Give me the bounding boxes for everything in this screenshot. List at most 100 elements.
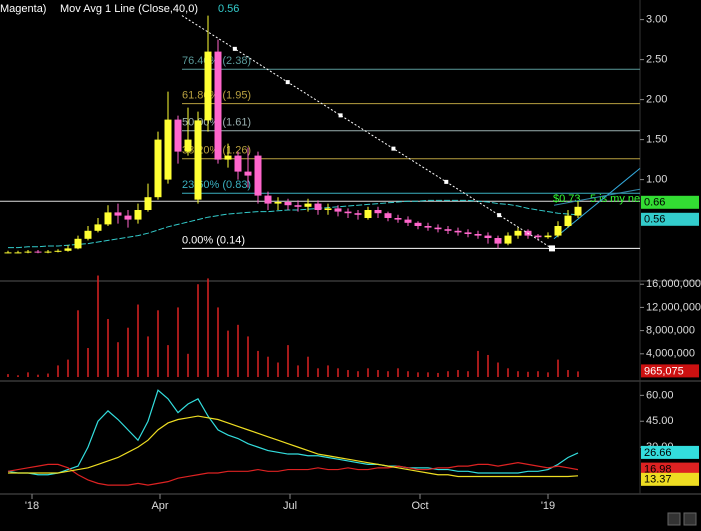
candle-body — [494, 238, 502, 244]
candle-body — [114, 212, 122, 216]
candle-body — [384, 213, 392, 218]
x-tick-label: Jul — [283, 500, 297, 512]
candle-body — [214, 51, 222, 160]
candle-body — [84, 230, 92, 239]
candle-body — [204, 51, 212, 121]
indicator-tag-label: 26.66 — [644, 447, 672, 459]
candle-body — [74, 238, 82, 249]
x-tick-label: Oct — [411, 500, 428, 512]
candle-body — [194, 120, 202, 200]
candle-body — [94, 224, 102, 231]
candle-body — [64, 248, 72, 251]
volume-tag — [641, 364, 699, 378]
candle-body — [304, 203, 312, 207]
candle-body — [324, 208, 332, 210]
indicator-line — [7, 389, 579, 476]
candle-body — [514, 230, 522, 236]
candle-body — [224, 155, 232, 160]
y-tick-label: 16,000,000 — [646, 278, 701, 290]
indicator-tag — [641, 472, 699, 486]
y-tick-label: 3.00 — [646, 14, 667, 26]
indicator-line — [7, 462, 579, 486]
candle-body — [554, 226, 562, 236]
candle-body — [434, 227, 442, 230]
trend-marker — [232, 46, 237, 51]
channel-line — [553, 188, 641, 206]
zoom-button[interactable] — [683, 512, 697, 526]
candle-body — [414, 222, 422, 226]
candle-body — [134, 210, 142, 220]
candle-body — [14, 252, 22, 254]
indicator-tag — [641, 462, 699, 476]
y-tick-label: 1.00 — [646, 174, 667, 186]
y-tick-label: 1.50 — [646, 134, 667, 146]
candle-body — [104, 212, 112, 225]
candle-body — [184, 139, 192, 152]
candle-body — [374, 210, 382, 214]
candle-body — [454, 230, 462, 233]
candle-body — [174, 119, 182, 152]
trend-marker — [497, 213, 502, 218]
candle-body — [274, 202, 282, 204]
candle-body — [474, 234, 482, 236]
price-tag — [641, 212, 699, 226]
x-tick-label: '18 — [25, 500, 39, 512]
indicator-line — [8, 415, 579, 478]
candle-body — [314, 203, 322, 210]
candle-body — [404, 219, 412, 223]
candle-body — [534, 235, 542, 238]
candle-body — [294, 205, 302, 207]
y-tick-label: 2.00 — [646, 94, 667, 106]
candle-body — [334, 208, 342, 212]
volume-tag-label: 965,075 — [644, 365, 684, 377]
candle-body — [164, 119, 172, 180]
header-value: 0.56 — [218, 3, 239, 15]
candle-body — [424, 226, 432, 228]
price-tag-label: 0.56 — [644, 214, 665, 226]
y-tick-label: 8,000,000 — [646, 325, 695, 337]
candle-body — [244, 171, 252, 176]
y-tick-label: 45.00 — [646, 415, 674, 427]
candle-body — [4, 252, 12, 254]
y-tick-label: 2.50 — [646, 54, 667, 66]
candle-body — [364, 210, 372, 218]
candle-body — [54, 250, 62, 252]
indicator-tag-label: 13.37 — [644, 474, 672, 486]
trend-marker — [444, 179, 449, 184]
trend-marker — [285, 80, 290, 85]
candle-body — [144, 197, 152, 210]
trendline — [181, 15, 553, 249]
candle-body — [504, 235, 512, 244]
candle-body — [574, 206, 582, 216]
moving-average — [8, 199, 579, 249]
candle-body — [464, 232, 472, 234]
price-tag-label: 0.66 — [644, 197, 665, 209]
x-tick-label: '19 — [541, 500, 555, 512]
y-tick-label: 4,000,000 — [646, 348, 695, 360]
header-indicator: Mov Avg 1 Line (Close,40,0) — [60, 3, 198, 15]
candle-body — [394, 218, 402, 220]
candle-body — [154, 139, 162, 198]
candle-body — [284, 202, 292, 206]
candle-body — [544, 235, 552, 238]
candle-body — [234, 155, 242, 172]
candle-body — [34, 251, 42, 253]
price-tag — [641, 195, 699, 209]
x-tick-label: Apr — [151, 500, 168, 512]
candle-body — [354, 213, 362, 215]
candle-body — [444, 229, 452, 231]
scroll-button[interactable] — [667, 512, 681, 526]
candle-body — [344, 211, 352, 214]
trend-marker — [391, 146, 396, 151]
candle-body — [254, 155, 262, 196]
fib-label: 0.00% (0.14) — [182, 234, 245, 246]
trend-marker — [338, 113, 343, 118]
candle-body — [24, 251, 32, 253]
fib-label: 23.60% (0.83) — [182, 179, 251, 191]
candle-body — [484, 235, 492, 238]
candle-body — [564, 215, 572, 226]
indicator-tag-label: 16.98 — [644, 464, 672, 476]
candle-body — [44, 251, 52, 253]
